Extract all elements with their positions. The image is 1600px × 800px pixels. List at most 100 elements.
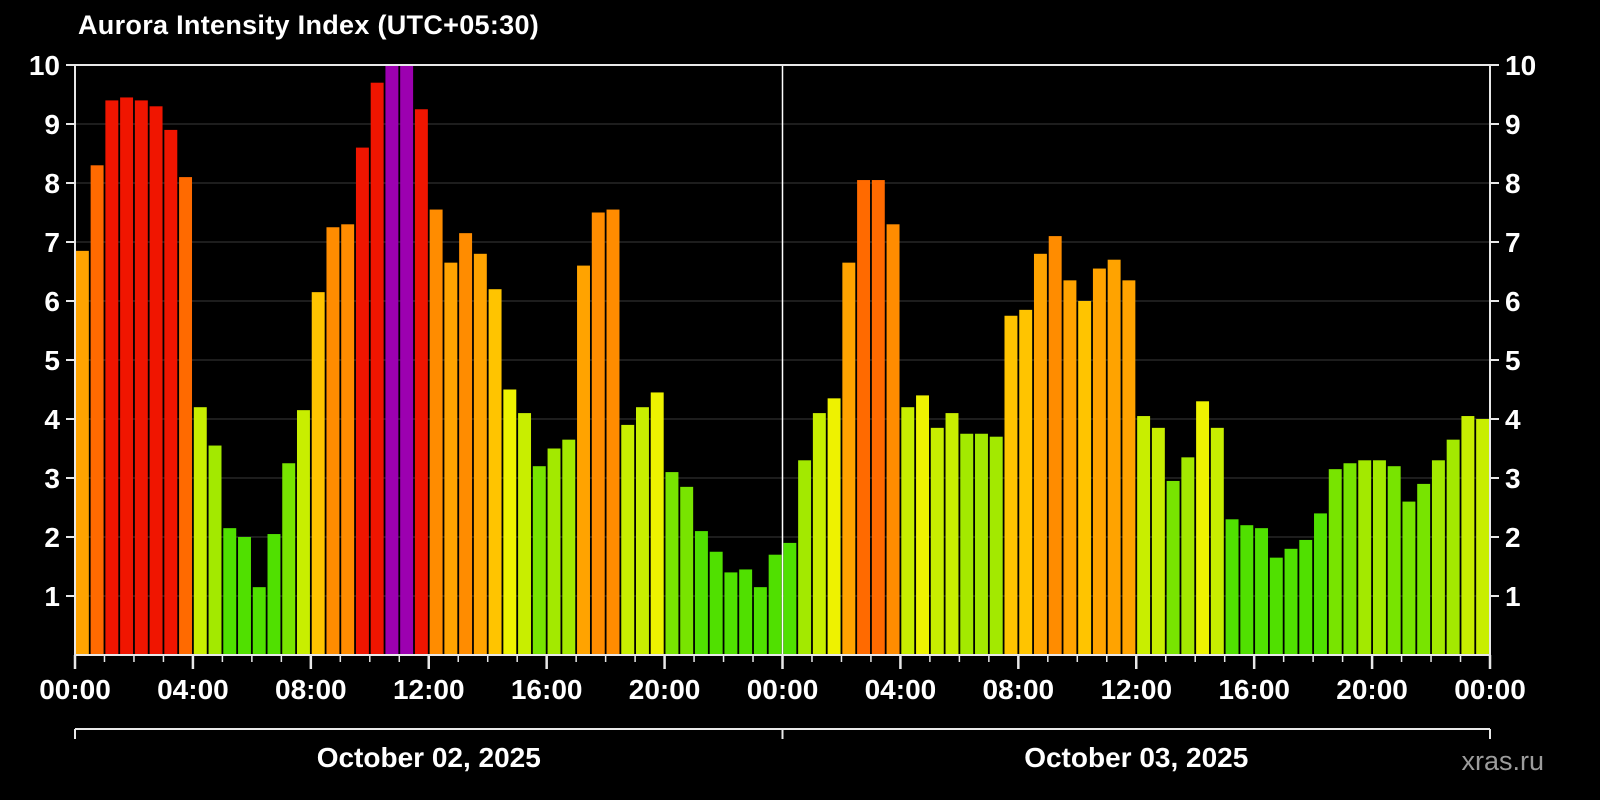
bar [1269,557,1283,655]
bar [606,209,620,656]
bar [665,472,679,655]
bar [636,407,649,655]
bar [1181,457,1195,655]
y-tick-label-left: 6 [44,286,60,317]
chart-title: Aurora Intensity Index (UTC+05:30) [78,10,540,40]
y-tick-label-right: 3 [1505,463,1521,494]
date-label: October 03, 2025 [1024,742,1248,773]
bar [1078,301,1092,655]
bar [1063,280,1077,655]
bar [1137,416,1151,655]
x-tick-label: 20:00 [1336,674,1408,705]
bar [1299,539,1313,655]
bar [1461,416,1475,655]
bar [694,531,708,655]
bar [473,253,487,656]
bar [989,436,1003,655]
bar [429,209,443,656]
bar [1255,528,1269,655]
bar [1417,483,1431,655]
bar [532,466,546,655]
bar [842,262,856,655]
y-tick-label-left: 4 [44,404,60,435]
bar [930,427,944,655]
x-tick-label: 00:00 [39,674,111,705]
y-tick-label-left: 8 [44,168,60,199]
bar [1210,427,1224,655]
bar [400,65,414,655]
y-tick-label-right: 10 [1505,50,1536,81]
bar [1166,480,1180,655]
bar [650,392,664,655]
bar [223,528,237,655]
y-tick-label-left: 9 [44,109,60,140]
bar [1092,268,1106,655]
y-tick-label-right: 7 [1505,227,1521,258]
bar [886,224,900,656]
bar [179,177,193,655]
x-tick-label: 16:00 [1218,674,1290,705]
bar [164,129,178,655]
y-tick-label-right: 6 [1505,286,1521,317]
bar [326,227,340,655]
x-tick-label: 08:00 [983,674,1055,705]
bar [621,424,635,655]
y-tick-label-left: 2 [44,522,60,553]
bar [193,407,207,655]
bar [1446,439,1460,655]
y-tick-label-right: 1 [1505,581,1521,612]
x-tick-label: 12:00 [393,674,465,705]
bar [753,587,767,655]
x-tick-label: 20:00 [629,674,701,705]
bar [90,165,104,656]
y-tick-label-right: 8 [1505,168,1521,199]
date-label: October 02, 2025 [317,742,541,773]
y-tick-label-left: 1 [44,581,60,612]
bar [577,265,590,655]
bar [518,413,532,655]
bar [724,572,738,655]
bar [1431,460,1445,655]
bar [1048,236,1062,655]
x-tick-label: 04:00 [865,674,937,705]
x-tick-label: 12:00 [1100,674,1172,705]
bar [296,410,310,655]
bar [444,262,458,655]
bar [547,448,561,655]
bar [1151,427,1165,655]
bar [768,554,782,655]
bar [975,433,988,655]
bar [1372,460,1386,655]
bar [1387,466,1401,655]
bar [871,180,885,656]
bar [709,551,723,655]
bar [238,537,251,655]
y-tick-label-right: 9 [1505,109,1521,140]
x-tick-label: 04:00 [157,674,229,705]
bar [1314,513,1327,655]
bar [385,65,399,655]
bar [1358,460,1372,655]
bar [739,569,753,655]
bar [149,106,163,656]
bar [414,109,428,655]
bar [1225,519,1239,655]
bar [75,250,89,655]
bar [562,439,576,655]
bar [341,224,355,656]
bar [282,463,296,655]
y-tick-label-right: 2 [1505,522,1521,553]
bar [370,82,384,655]
bar [1328,469,1342,655]
bar [459,233,473,655]
bar [591,212,605,655]
bar [120,97,134,655]
x-tick-label: 16:00 [511,674,583,705]
y-tick-label-left: 3 [44,463,60,494]
bar [960,433,974,655]
bar [267,534,281,655]
bar [857,180,871,656]
x-tick-label: 00:00 [747,674,819,705]
bar [355,147,369,655]
bar [1107,259,1121,655]
